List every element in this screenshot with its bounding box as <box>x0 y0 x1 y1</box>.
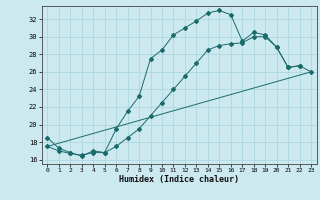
X-axis label: Humidex (Indice chaleur): Humidex (Indice chaleur) <box>119 175 239 184</box>
